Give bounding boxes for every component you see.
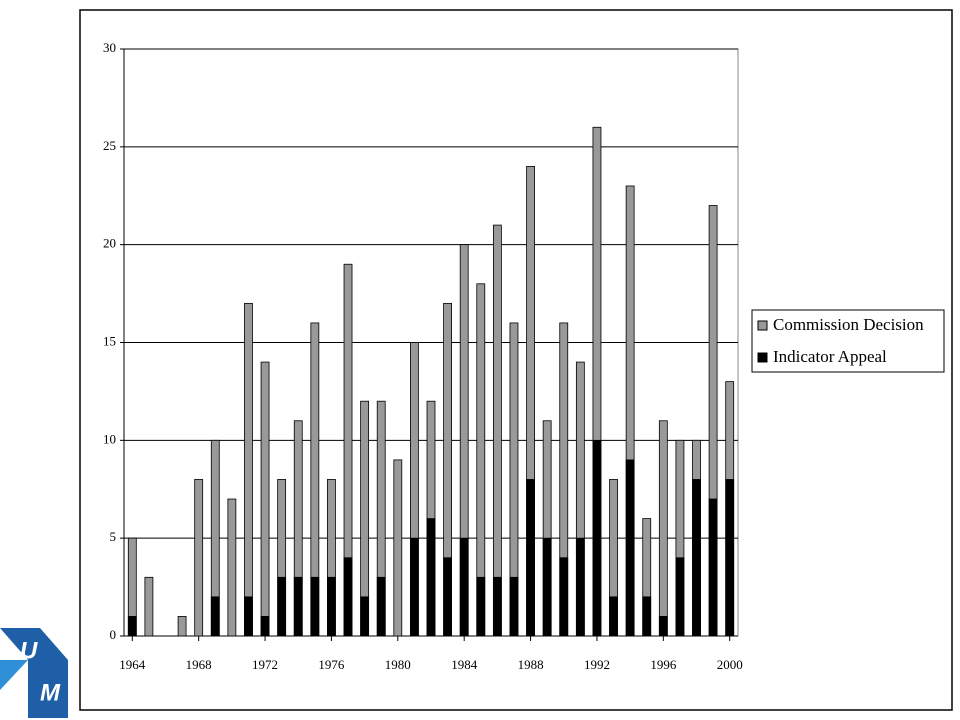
bar — [575, 537, 585, 637]
y-tick-label: 25 — [103, 138, 116, 153]
bar — [642, 596, 652, 637]
bar — [227, 498, 237, 637]
bar — [127, 616, 137, 637]
bar — [625, 459, 635, 637]
bar — [658, 420, 668, 637]
x-tick-label: 1964 — [119, 657, 146, 672]
bar — [260, 361, 270, 637]
x-tick-label: 1972 — [252, 657, 278, 672]
frame — [79, 9, 953, 711]
legend: Commission Decision Indicator Appeal — [751, 309, 945, 373]
bar — [360, 596, 370, 637]
logo-shape — [28, 660, 68, 718]
bar — [144, 576, 154, 637]
bar — [410, 537, 419, 637]
bar — [526, 479, 535, 637]
logo-shape — [0, 660, 28, 690]
bar — [609, 596, 618, 637]
bar — [310, 576, 320, 637]
bar — [509, 576, 519, 637]
bar — [210, 596, 220, 637]
x-tick-label: 1992 — [584, 657, 610, 672]
bars — [127, 126, 735, 637]
legend-swatch — [757, 320, 768, 331]
x-tick-label: 1988 — [518, 657, 544, 672]
logo: U M — [0, 628, 68, 718]
x-tick-label: 2000 — [717, 657, 743, 672]
x-tick-label: 1980 — [385, 657, 411, 672]
bar — [708, 498, 718, 637]
x-tick-label: 1996 — [650, 657, 677, 672]
bar — [459, 537, 469, 637]
bar — [476, 576, 486, 637]
bar — [194, 479, 204, 637]
bar — [542, 537, 552, 637]
bar — [177, 616, 187, 637]
y-tick-label: 30 — [103, 40, 116, 55]
bar — [343, 557, 353, 637]
x-tick-label: 1968 — [186, 657, 212, 672]
bar — [492, 576, 502, 637]
logo-letter: U — [20, 637, 38, 664]
logo-shape — [0, 628, 68, 660]
legend-box — [751, 309, 945, 373]
bar — [393, 459, 403, 637]
bar — [675, 557, 685, 637]
bar — [244, 302, 253, 637]
legend-swatch — [757, 352, 768, 363]
bar — [293, 576, 303, 637]
bar — [426, 518, 436, 637]
bar — [327, 576, 336, 637]
legend-label: Indicator Appeal — [773, 347, 887, 366]
bar — [260, 616, 270, 637]
legend-label: Commission Decision — [773, 315, 924, 334]
bar — [244, 596, 253, 637]
bar — [277, 576, 287, 637]
x-tick-label: 1976 — [318, 657, 345, 672]
bar — [492, 224, 502, 637]
bar — [559, 557, 569, 637]
bar — [692, 479, 701, 637]
x-tick-label: 1984 — [451, 657, 478, 672]
bar — [725, 479, 735, 637]
bar — [592, 439, 602, 637]
logo-letter: M — [40, 679, 61, 706]
y-tick-label: 15 — [103, 333, 116, 348]
bar — [658, 616, 668, 637]
bar — [376, 576, 386, 637]
bar — [443, 557, 452, 637]
y-tick-label: 5 — [110, 529, 117, 544]
y-tick-label: 10 — [103, 431, 116, 446]
y-tick-label: 0 — [110, 627, 117, 642]
y-tick-label: 20 — [103, 236, 116, 251]
